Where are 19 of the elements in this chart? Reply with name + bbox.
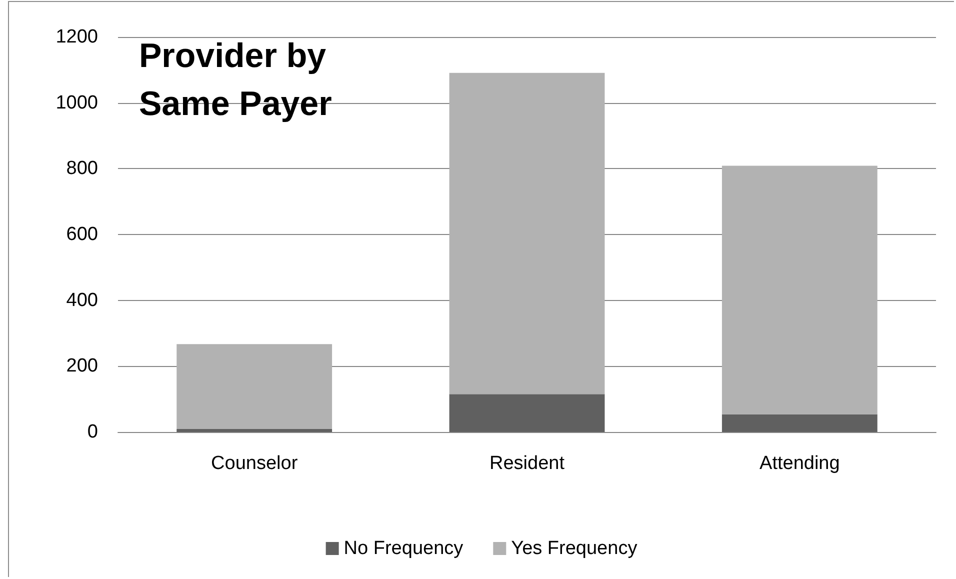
bar xyxy=(449,72,605,394)
text: Provider by Same Payer xyxy=(139,37,336,123)
bar xyxy=(176,429,332,432)
bar xyxy=(176,344,332,430)
y-tick-label: 1000 xyxy=(56,92,98,114)
y-tick-label: 800 xyxy=(66,158,98,180)
x-tick-label: Counselor xyxy=(211,453,298,474)
y-tick-label: 0 xyxy=(87,422,98,442)
bar xyxy=(722,166,878,414)
y-tick-label: 1200 xyxy=(56,26,98,48)
x-tick-label: Resident xyxy=(490,453,566,474)
x-tick-label: Attending xyxy=(760,453,840,474)
legend-label: No Frequency xyxy=(344,538,464,559)
legend-label: Yes Frequency xyxy=(511,538,638,559)
y-tick-label: 200 xyxy=(66,356,98,377)
bar xyxy=(722,414,878,432)
bar xyxy=(449,394,605,432)
y-tick-label: 600 xyxy=(66,224,98,245)
y-tick-label: 400 xyxy=(66,290,98,311)
